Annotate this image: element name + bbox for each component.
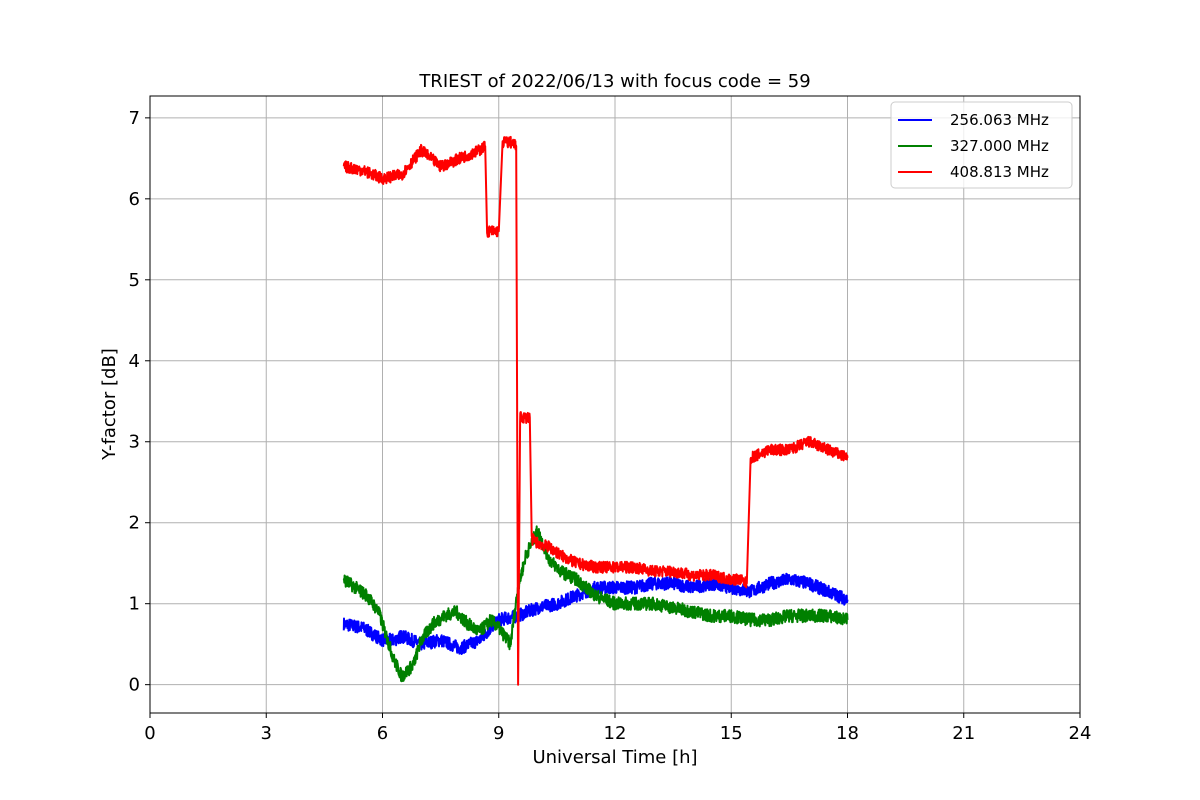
y-tick-label: 2 [129,513,140,534]
x-tick-label: 0 [144,723,155,744]
x-tick-label: 18 [836,723,859,744]
y-tick-label: 6 [129,189,140,210]
legend: 256.063 MHz 327.000 MHz 408.813 MHz [890,101,1073,189]
legend-box [890,101,1073,189]
series-layer [342,135,849,686]
y-tick-label: 5 [129,270,140,291]
x-tick-label: 6 [377,723,388,744]
y-tick-label: 1 [129,594,140,615]
y-tick-label: 7 [129,108,140,129]
legend-label-1: 256.063 MHz [950,111,1049,129]
x-tick-label: 24 [1069,723,1092,744]
y-tick-label: 4 [129,351,140,372]
x-tick-label: 3 [261,723,272,744]
y-axis-label: Y-factor [dB] [99,348,120,461]
series-line-3 [342,135,849,686]
x-axis-label: Universal Time [h] [532,747,697,768]
x-tick-label: 9 [493,723,504,744]
x-tick-label: 21 [952,723,975,744]
y-tick-label: 3 [129,432,140,453]
chart-title: TRIEST of 2022/06/13 with focus code = 5… [418,71,810,92]
x-tick-label: 15 [720,723,743,744]
series-line-2 [342,525,849,683]
legend-label-2: 327.000 MHz [950,137,1049,155]
x-tick-label: 12 [604,723,627,744]
y-tick-label: 0 [129,675,140,696]
legend-label-3: 408.813 MHz [950,163,1049,181]
